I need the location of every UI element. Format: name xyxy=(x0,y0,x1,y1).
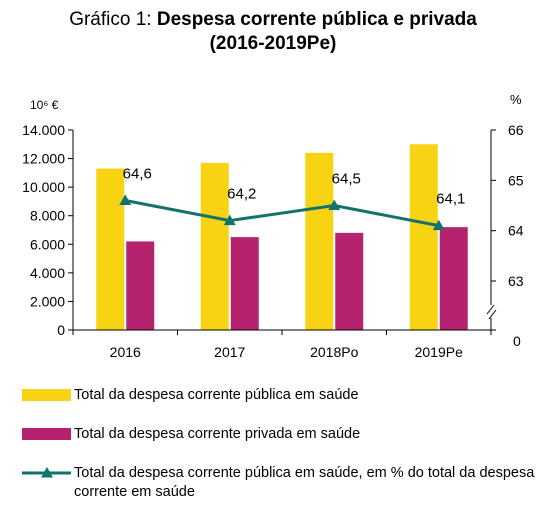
legend-label: Total da despesa corrente pública em saú… xyxy=(74,387,359,403)
chart-title-prefix: Gráfico 1: xyxy=(69,9,152,30)
y-left-axis-label: 10⁶ € xyxy=(30,98,59,112)
line-marker-2016 xyxy=(119,194,132,205)
legend-label: Total da despesa corrente privada em saú… xyxy=(74,426,361,442)
bar-public-2019Pe xyxy=(409,144,438,330)
axis-break-mark xyxy=(486,304,495,315)
x-tick-label-2016: 2016 xyxy=(110,344,141,360)
y-left-tick-label: 12.000 xyxy=(22,151,65,167)
y-left-tick-label: 10.000 xyxy=(22,179,65,195)
y-left-tick-label: 14.000 xyxy=(22,122,65,138)
bar-private-2017 xyxy=(230,237,259,330)
legend-bar-swatch xyxy=(22,389,71,401)
y-right-axis-label: % xyxy=(510,92,522,107)
x-tick-label-2017: 2017 xyxy=(214,344,245,360)
chart-title-line2: (2016-2019Pe) xyxy=(209,33,337,54)
bar-public-2017 xyxy=(200,162,229,330)
data-label-2017: 64,2 xyxy=(227,186,256,203)
line-marker-2019Pe xyxy=(432,219,445,231)
y-right-tick-label: 64 xyxy=(508,223,524,239)
bar-public-2018Po xyxy=(305,152,334,330)
chart-title: Gráfico 1: Despesa corrente pública e pr… xyxy=(0,8,546,56)
bar-private-2018Po xyxy=(335,232,364,330)
y-right-tick-label: 66 xyxy=(508,122,524,138)
legend-bar-swatch xyxy=(22,428,71,440)
x-tick-label-2019Pe: 2019Pe xyxy=(415,344,463,360)
axis-break-mark xyxy=(488,309,497,320)
y-left-tick-label: 2.000 xyxy=(30,293,65,309)
line-series-percent xyxy=(124,198,440,228)
y-left-tick-label: 0 xyxy=(57,322,65,338)
data-label-2018Po: 64,5 xyxy=(332,171,361,188)
bar-public-2016 xyxy=(96,168,125,330)
data-label-2019Pe: 64,1 xyxy=(436,191,465,208)
y-left-tick-label: 4.000 xyxy=(30,265,65,281)
bar-private-2019Pe xyxy=(439,227,468,330)
bar-private-2016 xyxy=(126,241,155,330)
legend-label: Total da despesa corrente pública em saú… xyxy=(74,465,535,500)
line-marker-2018Po xyxy=(328,199,341,210)
y-right-tick-label: 63 xyxy=(508,273,524,289)
legend-line-swatch xyxy=(22,467,71,478)
y-left-tick-label: 8.000 xyxy=(30,208,65,224)
y-left-tick-label: 6.000 xyxy=(30,236,65,252)
x-tick-label-2018Po: 2018Po xyxy=(310,344,358,360)
chart-title-main: Despesa corrente pública e privada xyxy=(156,9,477,30)
y-right-zero-label: 0 xyxy=(513,333,521,349)
line-marker-2017 xyxy=(223,214,236,226)
y-right-tick-label: 65 xyxy=(508,172,524,188)
data-label-2016: 64,6 xyxy=(123,165,152,182)
